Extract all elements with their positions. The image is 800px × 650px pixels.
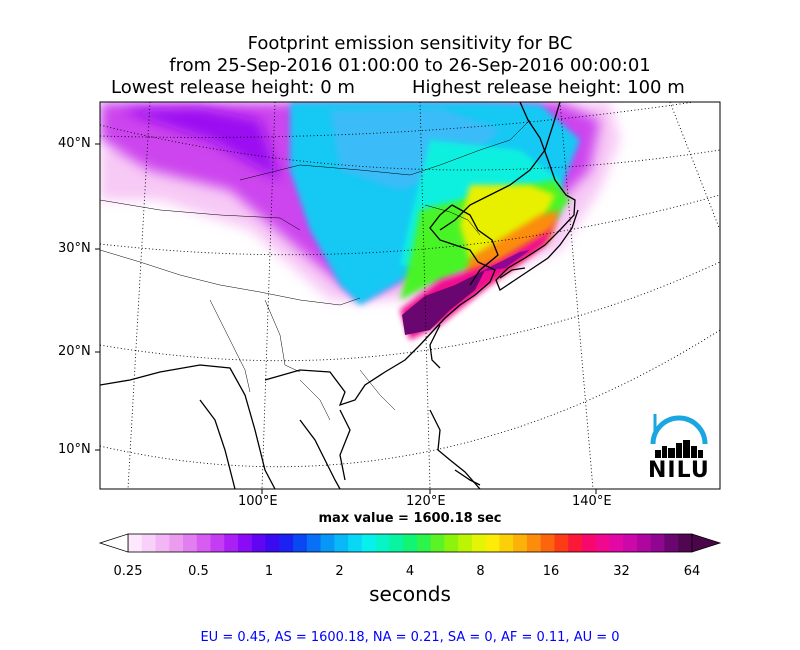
axis-ticks xyxy=(95,143,597,494)
colorbar-over-arrow xyxy=(691,533,722,553)
colorbar-swatch xyxy=(128,534,143,552)
colorbar-swatch xyxy=(499,534,514,552)
sensitivity-plume xyxy=(100,102,620,340)
colorbar-swatch xyxy=(636,534,652,552)
lon-label-140: 140°E xyxy=(572,494,612,509)
country-borders xyxy=(100,119,531,421)
lon-label-100: 100°E xyxy=(238,494,278,509)
colorbar-swatch xyxy=(279,534,294,552)
max-value-label: max value = 1600.18 sec xyxy=(318,511,502,526)
nilu-skyline-icon xyxy=(650,414,708,458)
colorbar-swatch xyxy=(265,534,280,552)
release-height-low: Lowest release height: 0 m xyxy=(111,77,355,98)
colorbar-swatch xyxy=(361,534,377,552)
colorbar-swatch xyxy=(458,534,473,552)
colorbar-swatch xyxy=(609,534,624,552)
title-line-2: from 25-Sep-2016 01:00:00 to 26-Sep-2016… xyxy=(169,55,651,76)
colorbar xyxy=(127,533,693,553)
colorbar-swatch xyxy=(141,534,157,552)
colorbar-swatch xyxy=(238,534,253,552)
colorbar-swatch xyxy=(664,534,679,552)
colorbar-swatch xyxy=(403,534,418,552)
colorbar-swatch xyxy=(678,534,693,552)
lat-label-20: 20°N xyxy=(58,344,91,359)
colorbar-swatch xyxy=(650,534,665,552)
region-stats: EU = 0.45, AS = 1600.18, NA = 0.21, SA =… xyxy=(200,630,620,645)
colorbar-swatch xyxy=(389,534,404,552)
colorbar-swatch xyxy=(251,534,267,552)
colorbar-swatch xyxy=(210,534,225,552)
colorbar-swatch xyxy=(444,534,459,552)
colorbar-label: seconds xyxy=(369,582,451,606)
colorbar-swatch xyxy=(224,534,239,552)
colorbar-swatch xyxy=(623,534,638,552)
lat-label-10: 10°N xyxy=(58,442,91,457)
colorbar-tick-label: 1 xyxy=(264,564,274,579)
colorbar-swatch xyxy=(293,534,308,552)
colorbar-tick-label: 4 xyxy=(405,564,415,579)
colorbar-under-arrow xyxy=(98,533,129,553)
colorbar-tick-label: 64 xyxy=(683,564,701,579)
colorbar-swatch xyxy=(183,534,198,552)
colorbar-swatch xyxy=(375,534,390,552)
colorbar-tick-label: 0.5 xyxy=(188,564,209,579)
colorbar-swatch xyxy=(306,534,322,552)
lat-label-40: 40°N xyxy=(58,136,91,151)
colorbar-tick-label: 16 xyxy=(542,564,560,579)
nilu-logo-text: NILU xyxy=(648,458,710,483)
coastlines xyxy=(100,102,579,489)
colorbar-tick-label: 32 xyxy=(613,564,630,579)
colorbar-swatch xyxy=(334,534,349,552)
title-line-1: Footprint emission sensitivity for BC xyxy=(247,33,573,54)
release-height-high: Highest release height: 100 m xyxy=(412,77,685,98)
colorbar-swatch xyxy=(169,534,184,552)
colorbar-swatch xyxy=(155,534,170,552)
colorbar-tick-label: 8 xyxy=(476,564,485,579)
graticule xyxy=(100,102,720,489)
colorbar-tick-label: 2 xyxy=(335,564,344,579)
colorbar-swatch xyxy=(485,534,500,552)
colorbar-tick-label: 0.25 xyxy=(113,564,143,579)
colorbar-swatch xyxy=(320,534,335,552)
colorbar-swatch xyxy=(196,534,212,552)
colorbar-swatch xyxy=(471,534,487,552)
colorbar-swatch xyxy=(348,534,363,552)
colorbar-swatch xyxy=(581,534,597,552)
colorbar-swatch xyxy=(416,534,432,552)
colorbar-swatch xyxy=(595,534,610,552)
colorbar-swatch xyxy=(430,534,445,552)
colorbar-swatch xyxy=(540,534,555,552)
nilu-logo xyxy=(645,410,710,485)
colorbar-swatch xyxy=(526,534,542,552)
colorbar-swatch xyxy=(554,534,569,552)
lat-label-30: 30°N xyxy=(58,241,91,256)
colorbar-swatch xyxy=(513,534,528,552)
lon-label-120: 120°E xyxy=(406,494,446,509)
colorbar-swatch xyxy=(568,534,583,552)
